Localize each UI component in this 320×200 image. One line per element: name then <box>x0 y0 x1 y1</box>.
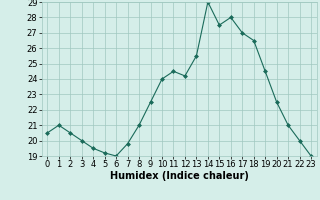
X-axis label: Humidex (Indice chaleur): Humidex (Indice chaleur) <box>110 171 249 181</box>
